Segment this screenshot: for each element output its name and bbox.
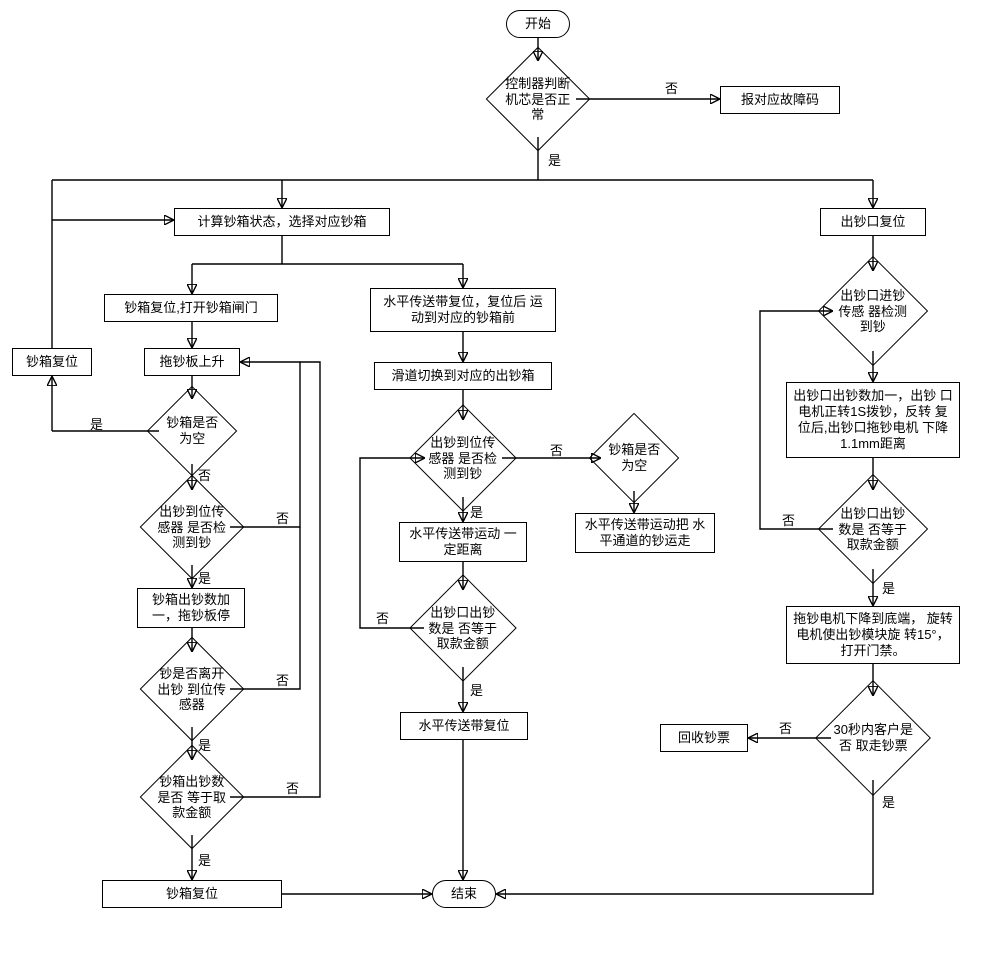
box-reset-open-node: 钞箱复位,打开钞箱闸门 — [104, 294, 278, 322]
box-empty-decision: 钞箱是否为空 — [147, 386, 238, 477]
belt-reset-move-label: 水平传送带复位，复位后 运动到对应的钞箱前 — [377, 294, 549, 327]
count-eq-right-decision: 出钞口出钞数是 否等于取款金额 — [818, 474, 928, 584]
count-eq-left-decision: 钞箱出钞数是否 等于取款金额 — [140, 745, 245, 850]
inc-motor-node: 出钞口出钞数加一，出钞 口电机正转1S拨钞，反转 复位后,出钞口拖钞电机 下降1… — [786, 382, 960, 458]
belt-move-dist-label: 水平传送带运动 一定距离 — [406, 526, 520, 559]
lbl-cntR-yes: 是 — [882, 578, 895, 597]
drop-rotate-node: 拖钞电机下降到底端， 旋转电机使出钞模块旋 转15°，打开门禁。 — [786, 606, 960, 664]
recycle-label: 回收钞票 — [678, 730, 730, 746]
dispense-reset-node: 出钞口复位 — [820, 208, 926, 236]
lbl-senM-no: 否 — [550, 440, 563, 459]
lbl-senM-yes: 是 — [470, 502, 483, 521]
lbl-cntR-no: 否 — [782, 510, 795, 529]
belt-reset-label: 水平传送带复位 — [418, 718, 509, 734]
sensor-detect-mid-label: 出钞到位传感器 是否检测到钞 — [426, 435, 500, 482]
box-reset-side-node: 钞箱复位 — [12, 348, 92, 376]
inc-motor-label: 出钞口出钞数加一，出钞 口电机正转1S拨钞，反转 复位后,出钞口拖钞电机 下降1… — [793, 388, 953, 453]
ctrl-check-label: 控制器判断 机芯是否正常 — [502, 76, 574, 123]
lbl-leave-yes: 是 — [198, 735, 211, 754]
box-empty-mid-label: 钞箱是否为空 — [603, 442, 665, 473]
entry-sensor-label: 出钞口进钞传感 器检测到钞 — [835, 288, 911, 335]
lbl-leave-no: 否 — [276, 670, 289, 689]
ctrl-check-decision: 控制器判断 机芯是否正常 — [486, 47, 591, 152]
lbl-cntL-no: 否 — [286, 778, 299, 797]
belt-reset-move-node: 水平传送带复位，复位后 运动到对应的钞箱前 — [370, 288, 556, 332]
start-node: 开始 — [506, 10, 570, 38]
start-label: 开始 — [525, 16, 551, 32]
box-empty-label: 钞箱是否为空 — [161, 415, 223, 446]
box-empty-mid-decision: 钞箱是否为空 — [589, 413, 680, 504]
box-reset-bottom-label: 钞箱复位 — [166, 886, 218, 902]
lbl-ctrl-yes: 是 — [548, 150, 561, 169]
lbl-take-yes: 是 — [882, 792, 895, 811]
calc-box-node: 计算钞箱状态，选择对应钞箱 — [174, 208, 390, 236]
customer-take-label: 30秒内客户是否 取走钞票 — [833, 722, 913, 753]
switch-track-label: 滑道切换到对应的出钞箱 — [391, 368, 534, 384]
count-eq-mid-decision: 出钞口出钞数是 否等于取款金额 — [409, 574, 516, 681]
sensor-detect-left-label: 出钞到位传感器 是否检测到钞 — [156, 504, 228, 551]
end-label: 结束 — [451, 886, 477, 902]
entry-sensor-decision: 出钞口进钞传感 器检测到钞 — [818, 256, 928, 366]
belt-carry-node: 水平传送带运动把 水平通道的钞运走 — [575, 513, 715, 553]
switch-track-node: 滑道切换到对应的出钞箱 — [374, 362, 552, 390]
leave-sensor-decision: 钞是否离开出钞 到位传感器 — [140, 637, 245, 742]
dispense-reset-label: 出钞口复位 — [840, 214, 905, 230]
flow-arrows — [0, 0, 1000, 953]
lbl-boxempty-no: 否 — [198, 465, 211, 484]
end-node: 结束 — [432, 880, 496, 908]
recycle-node: 回收钞票 — [660, 724, 748, 752]
count-eq-mid-label: 出钞口出钞数是 否等于取款金额 — [426, 605, 500, 652]
box-reset-bottom-node: 钞箱复位 — [102, 880, 282, 908]
lbl-senL-yes: 是 — [198, 568, 211, 587]
leave-sensor-label: 钞是否离开出钞 到位传感器 — [156, 666, 228, 713]
belt-reset-node: 水平传送带复位 — [400, 712, 528, 740]
sensor-detect-mid-decision: 出钞到位传感器 是否检测到钞 — [409, 404, 516, 511]
lbl-cntL-yes: 是 — [198, 850, 211, 869]
count-eq-left-label: 钞箱出钞数是否 等于取款金额 — [156, 774, 228, 821]
fault-code-node: 报对应故障码 — [720, 86, 840, 114]
belt-carry-label: 水平传送带运动把 水平通道的钞运走 — [582, 517, 708, 550]
drop-rotate-label: 拖钞电机下降到底端， 旋转电机使出钞模块旋 转15°，打开门禁。 — [793, 611, 953, 660]
lbl-senL-no: 否 — [276, 508, 289, 527]
drag-up-node: 拖钞板上升 — [144, 348, 240, 376]
box-reset-side-label: 钞箱复位 — [26, 354, 78, 370]
lbl-cntM-no: 否 — [376, 608, 389, 627]
fault-code-label: 报对应故障码 — [741, 92, 819, 108]
box-reset-open-label: 钞箱复位,打开钞箱闸门 — [124, 300, 258, 316]
belt-move-dist-node: 水平传送带运动 一定距离 — [399, 522, 527, 562]
calc-box-label: 计算钞箱状态，选择对应钞箱 — [197, 214, 366, 230]
lbl-ctrl-no: 否 — [665, 78, 678, 97]
sensor-detect-left-decision: 出钞到位传感器 是否检测到钞 — [140, 475, 245, 580]
count-plus-stop-label: 钞箱出钞数加 一，拖钞板停 — [144, 592, 238, 625]
count-plus-stop-node: 钞箱出钞数加 一，拖钞板停 — [137, 588, 245, 628]
lbl-boxempty-yes: 是 — [90, 414, 103, 433]
lbl-cntM-yes: 是 — [470, 680, 483, 699]
drag-up-label: 拖钞板上升 — [159, 354, 224, 370]
lbl-take-no: 否 — [779, 718, 792, 737]
count-eq-right-label: 出钞口出钞数是 否等于取款金额 — [835, 506, 911, 553]
customer-take-decision: 30秒内客户是否 取走钞票 — [815, 680, 931, 796]
